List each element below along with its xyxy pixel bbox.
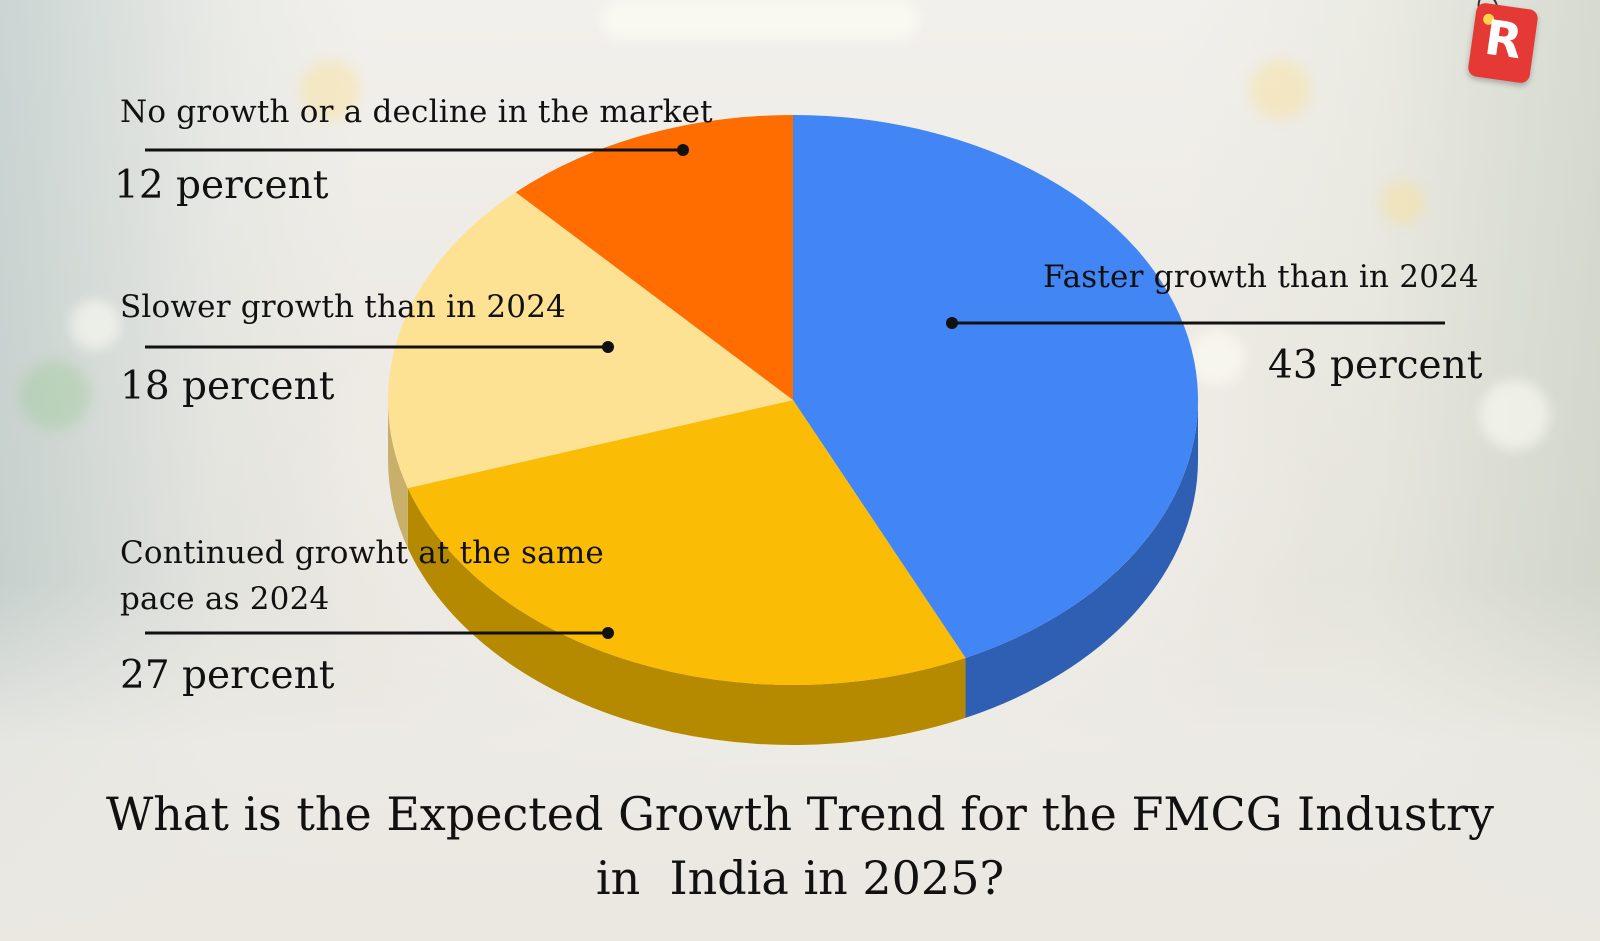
leader-lines [145, 144, 1445, 639]
slice-value-faster-growth: 43 percent [1268, 343, 1483, 388]
slice-label-faster-growth: Faster growth than in 2024 [1043, 259, 1479, 295]
chart-title-line-2: in India in 2025? [595, 851, 1005, 905]
logo-letter: R [1481, 9, 1526, 71]
pie-sides [388, 400, 1198, 745]
pie-slice-faster-growth-than-in-2024 [793, 115, 1199, 658]
slice-value-slower-growth: 18 percent [120, 364, 335, 409]
brand-logo[interactable]: R [1467, 2, 1539, 84]
pie-side-continued-growht-at-the-same-pace-as-2024 [407, 488, 966, 745]
chart-title: What is the Expected Growth Trend for th… [100, 782, 1500, 910]
slice-label-no-growth: No growth or a decline in the market [120, 94, 713, 130]
slice-label-slower-growth: Slower growth than in 2024 [120, 289, 567, 325]
leader-line-faster-growth-dot [946, 317, 958, 329]
pie-side-slower-growth-than-in-2024 [388, 400, 408, 549]
pie-side-faster-growth-than-in-2024 [965, 400, 1198, 718]
slice-label-continued-growth: Continued growht at the same pace as 202… [120, 535, 604, 617]
pie-slice-slower-growth-than-in-2024 [388, 192, 793, 489]
leader-line-no-growth-dot [677, 144, 689, 156]
pie-slices [388, 115, 1199, 685]
leader-line-slower-growth-dot [602, 341, 614, 353]
chart-title-line-1: What is the Expected Growth Trend for th… [106, 787, 1494, 841]
pie-slice-continued-growht-at-the-same-pace-as-2024 [407, 400, 966, 685]
leader-line-continued-growth-dot [602, 627, 614, 639]
slice-value-continued-growth: 27 percent [120, 653, 335, 698]
slice-value-no-growth: 12 percent [114, 163, 329, 208]
pie-slice-no-growth-or-a-decline-in-the-market [515, 115, 793, 400]
